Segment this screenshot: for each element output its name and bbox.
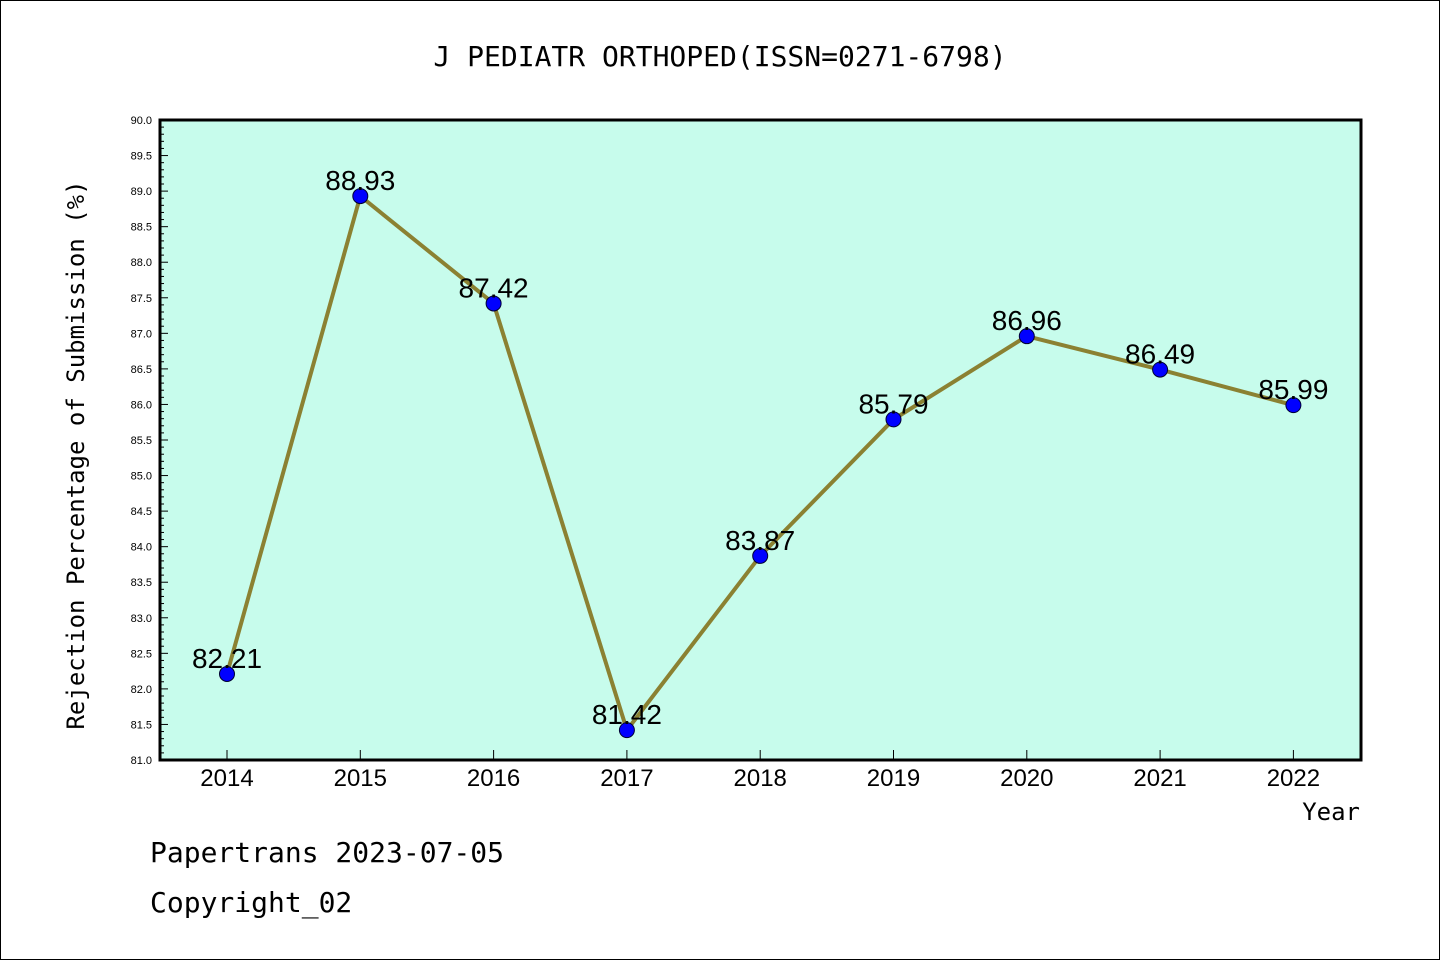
x-tick-label: 2019 [867, 765, 920, 792]
y-axis: 81.0 81.5 82.0 82.5 83.0 83.5 84.0 84.5 85.0 85.5… [131, 115, 168, 767]
data-label: 82.21 [192, 643, 262, 674]
data-label: 87.42 [459, 272, 529, 303]
y-tick-label: 88.5 [131, 222, 152, 234]
y-tick-label: 90.0 [131, 115, 152, 127]
data-label: 85.79 [858, 388, 928, 419]
y-tick-label: 83.0 [131, 613, 152, 625]
y-tick-label: 82.0 [131, 684, 152, 696]
data-labels: 82.21 88.93 87.42 81.42 83.87 85.79 86.96 86.49… [192, 165, 1328, 730]
x-axis-label: Year [1302, 798, 1360, 826]
data-point [1018, 328, 1035, 345]
data-point [752, 547, 769, 564]
x-tick-label: 2022 [1267, 765, 1320, 792]
data-label: 85.99 [1258, 374, 1328, 405]
x-tick-label: 2018 [734, 765, 787, 792]
x-tick-label: 2021 [1133, 765, 1186, 792]
x-axis: 2014 2015 2016 2017 2018 2019 2020 2021 2022 [200, 750, 1320, 792]
y-tick-label: 89.5 [131, 151, 152, 163]
data-label: 86.49 [1125, 339, 1195, 370]
source-text: Papertrans 2023-07-05 [150, 836, 505, 869]
y-tick-label: 86.5 [131, 364, 152, 376]
y-tick-label: 85.0 [131, 471, 152, 483]
y-axis-label: Rejection Percentage of Submission (%) [62, 180, 90, 729]
y-tick-label: 83.5 [131, 577, 152, 589]
y-tick-label: 86.0 [131, 399, 152, 411]
y-tick-label: 87.0 [131, 328, 152, 340]
data-point [485, 295, 502, 312]
data-point [618, 722, 635, 739]
y-tick-label: 81.0 [131, 755, 152, 767]
data-point [219, 665, 235, 682]
y-tick-label: 87.5 [131, 293, 152, 305]
x-tick-label: 2014 [200, 765, 253, 792]
y-tick-label: 82.5 [131, 648, 152, 660]
data-label: 88.93 [325, 165, 395, 196]
data-label: 81.42 [592, 699, 662, 730]
data-point [1152, 361, 1169, 378]
x-tick-label: 2016 [467, 765, 520, 792]
data-label: 86.96 [992, 305, 1062, 336]
x-tick-label: 2015 [334, 765, 387, 792]
chart-title: J PEDIATR ORTHOPED(ISSN=0271-6798) [433, 40, 1006, 73]
data-point [1285, 397, 1302, 414]
data-points [219, 188, 1302, 739]
data-point [885, 411, 902, 428]
data-point [352, 188, 369, 205]
y-tick-label: 89.0 [131, 186, 152, 198]
y-tick-label: 81.5 [131, 719, 152, 731]
x-tick-label: 2017 [600, 765, 653, 792]
plot-area [158, 118, 1363, 762]
copyright-text: Copyright_02 [150, 886, 353, 919]
y-tick-label: 88.0 [131, 257, 152, 269]
x-tick-label: 2020 [1000, 765, 1053, 792]
y-tick-label: 85.5 [131, 435, 152, 447]
y-tick-label: 84.5 [131, 506, 152, 518]
y-tick-label: 84.0 [131, 542, 152, 554]
data-label: 83.87 [725, 525, 795, 556]
